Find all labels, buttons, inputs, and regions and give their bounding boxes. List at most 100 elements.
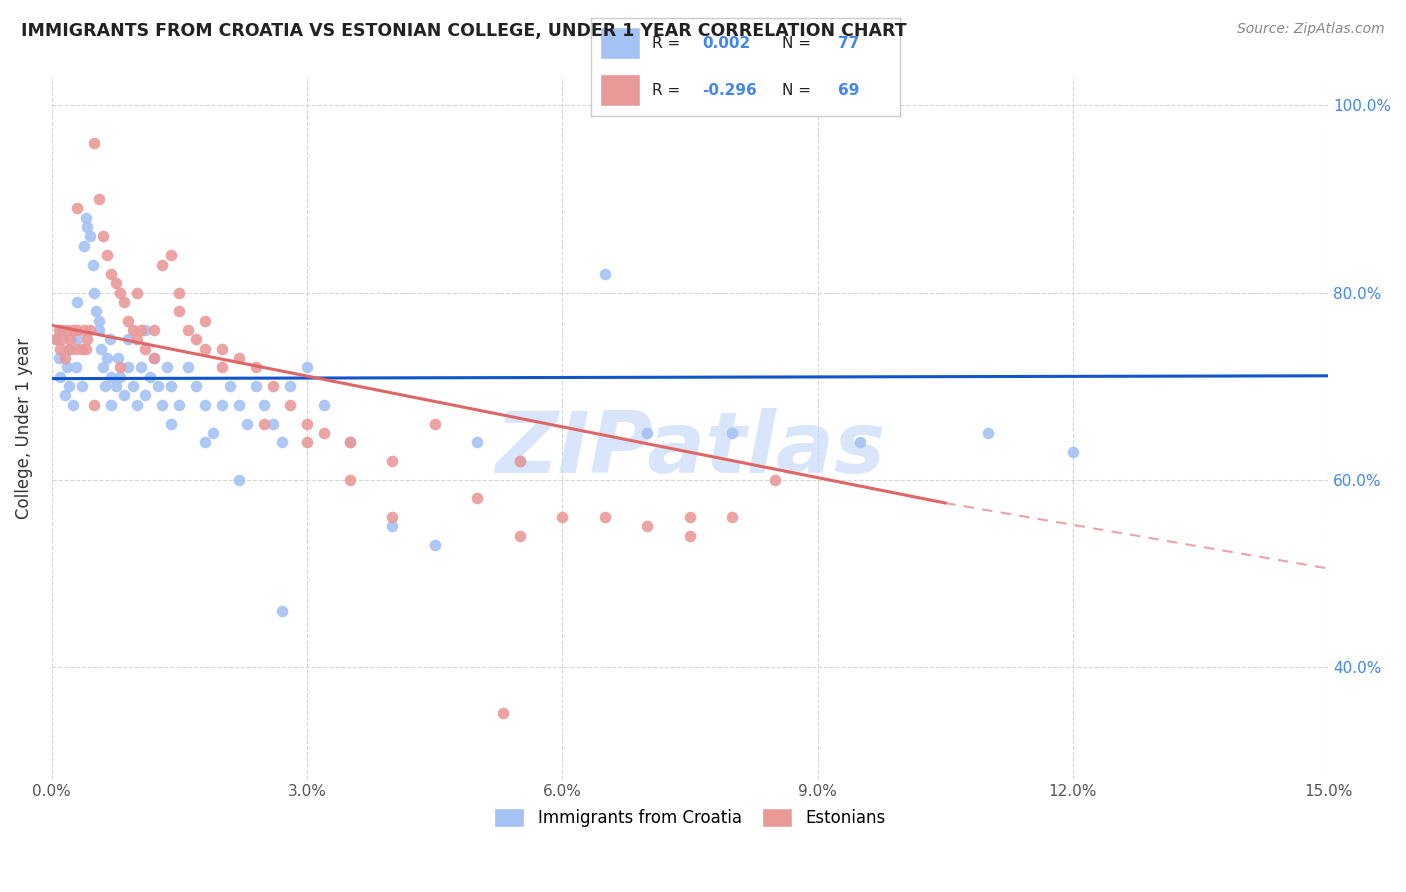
Point <box>295 435 318 450</box>
Point <box>142 351 165 365</box>
Point <box>59 332 82 346</box>
Point <box>79 229 101 244</box>
FancyBboxPatch shape <box>600 27 640 59</box>
Point <box>228 398 250 412</box>
Text: ZIPatlas: ZIPatlas <box>495 408 884 491</box>
Text: 77: 77 <box>838 36 859 51</box>
Point <box>56 323 79 337</box>
Point <box>423 538 446 552</box>
Point <box>134 342 156 356</box>
Point <box>262 417 284 431</box>
Y-axis label: College, Under 1 year: College, Under 1 year <box>15 337 32 519</box>
Point <box>112 294 135 309</box>
Point <box>278 398 301 412</box>
Point <box>125 285 148 300</box>
Point <box>75 211 97 225</box>
Text: -0.296: -0.296 <box>702 83 756 98</box>
Point <box>100 369 122 384</box>
Point <box>48 351 70 365</box>
Point <box>312 425 335 440</box>
Point <box>70 342 93 356</box>
Point <box>295 417 318 431</box>
Point <box>245 379 267 393</box>
Point <box>91 360 114 375</box>
Point <box>129 360 152 375</box>
Point <box>262 379 284 393</box>
Point <box>142 323 165 337</box>
Point <box>636 425 658 440</box>
Text: Source: ZipAtlas.com: Source: ZipAtlas.com <box>1237 22 1385 37</box>
Point <box>62 323 84 337</box>
Point <box>58 342 80 356</box>
Point <box>194 342 217 356</box>
Point <box>381 454 404 468</box>
Point <box>66 294 89 309</box>
Point <box>49 369 72 384</box>
Point <box>509 454 531 468</box>
Point <box>339 435 361 450</box>
Point <box>339 473 361 487</box>
Point <box>138 369 160 384</box>
Text: R =: R = <box>652 36 686 51</box>
Point <box>121 379 143 393</box>
Point <box>278 379 301 393</box>
Point <box>117 332 139 346</box>
Point <box>339 435 361 450</box>
Point <box>93 379 115 393</box>
Point <box>83 285 105 300</box>
Point <box>121 323 143 337</box>
Point <box>465 435 488 450</box>
Point <box>169 285 191 300</box>
Text: 0.002: 0.002 <box>702 36 751 51</box>
Point <box>62 398 84 412</box>
Point <box>194 398 217 412</box>
Point <box>73 323 96 337</box>
Point <box>45 332 67 346</box>
Point <box>73 239 96 253</box>
Point <box>51 323 73 337</box>
Point <box>169 398 191 412</box>
Point <box>48 323 70 337</box>
Point <box>107 351 129 365</box>
FancyBboxPatch shape <box>600 74 640 106</box>
Point <box>228 351 250 365</box>
Point <box>211 342 233 356</box>
Point <box>125 398 148 412</box>
Point <box>66 323 89 337</box>
Point <box>112 388 135 402</box>
Point <box>100 398 122 412</box>
Point <box>194 313 217 327</box>
Point <box>100 267 122 281</box>
Point <box>593 510 616 524</box>
Point <box>117 360 139 375</box>
Point <box>551 510 574 524</box>
Point <box>160 248 183 262</box>
Point <box>84 304 107 318</box>
Point <box>76 332 98 346</box>
Point <box>186 379 208 393</box>
Point <box>51 332 73 346</box>
Point <box>150 398 173 412</box>
Point <box>104 276 127 290</box>
Point <box>763 473 786 487</box>
Point <box>87 192 110 206</box>
Point <box>186 332 208 346</box>
Point <box>53 388 76 402</box>
Point <box>509 454 531 468</box>
Point <box>245 360 267 375</box>
Point <box>108 285 131 300</box>
Point <box>721 510 744 524</box>
Point <box>90 342 112 356</box>
Point <box>108 360 131 375</box>
Text: N =: N = <box>782 36 815 51</box>
Point <box>977 425 1000 440</box>
Point <box>87 313 110 327</box>
Point <box>150 258 173 272</box>
Point <box>117 313 139 327</box>
Point <box>721 425 744 440</box>
Point <box>70 379 93 393</box>
Point <box>509 529 531 543</box>
Point <box>211 360 233 375</box>
Point <box>91 229 114 244</box>
Point <box>194 435 217 450</box>
